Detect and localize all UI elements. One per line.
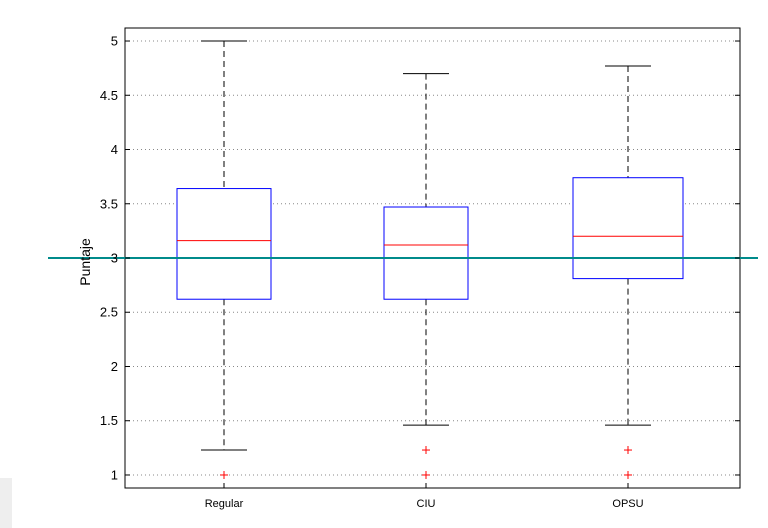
box-opsu <box>572 65 684 479</box>
y-tick-label-2: 2 <box>111 359 118 374</box>
y-axis-label: Puntaje <box>77 238 93 286</box>
x-tick-label-regular: Regular <box>205 498 244 510</box>
iqr-box <box>572 177 684 280</box>
x-axis-ticks: Regular CIU OPSU <box>205 483 644 510</box>
y-axis-ticks: 1 1.5 2 2.5 3 3.5 4 4.5 5 <box>100 34 740 482</box>
outlier-marker-1 <box>624 470 632 479</box>
y-tick-label-6: 4 <box>111 142 118 157</box>
outlier-marker-1 <box>422 470 430 479</box>
y-tick-label-3: 2.5 <box>100 305 118 320</box>
box-regular <box>176 40 272 479</box>
y-tick-label-5: 3.5 <box>100 196 118 211</box>
box-series <box>176 40 684 479</box>
outlier-marker-0 <box>624 446 632 455</box>
corner-block <box>0 478 12 528</box>
outlier-marker-0 <box>220 470 228 479</box>
iqr-box <box>383 206 469 300</box>
y-tick-label-4: 3 <box>111 251 118 266</box>
y-tick-label-8: 5 <box>111 34 118 49</box>
y-tick-label-0: 1 <box>111 467 118 482</box>
x-tick-label-opsu: OPSU <box>612 498 643 510</box>
iqr-box <box>176 188 272 300</box>
y-tick-label-1: 1.5 <box>100 413 118 428</box>
y-tick-label-7: 4.5 <box>100 88 118 103</box>
box-ciu <box>383 73 469 479</box>
outlier-marker-0 <box>422 446 430 455</box>
x-tick-label-ciu: CIU <box>417 498 436 510</box>
